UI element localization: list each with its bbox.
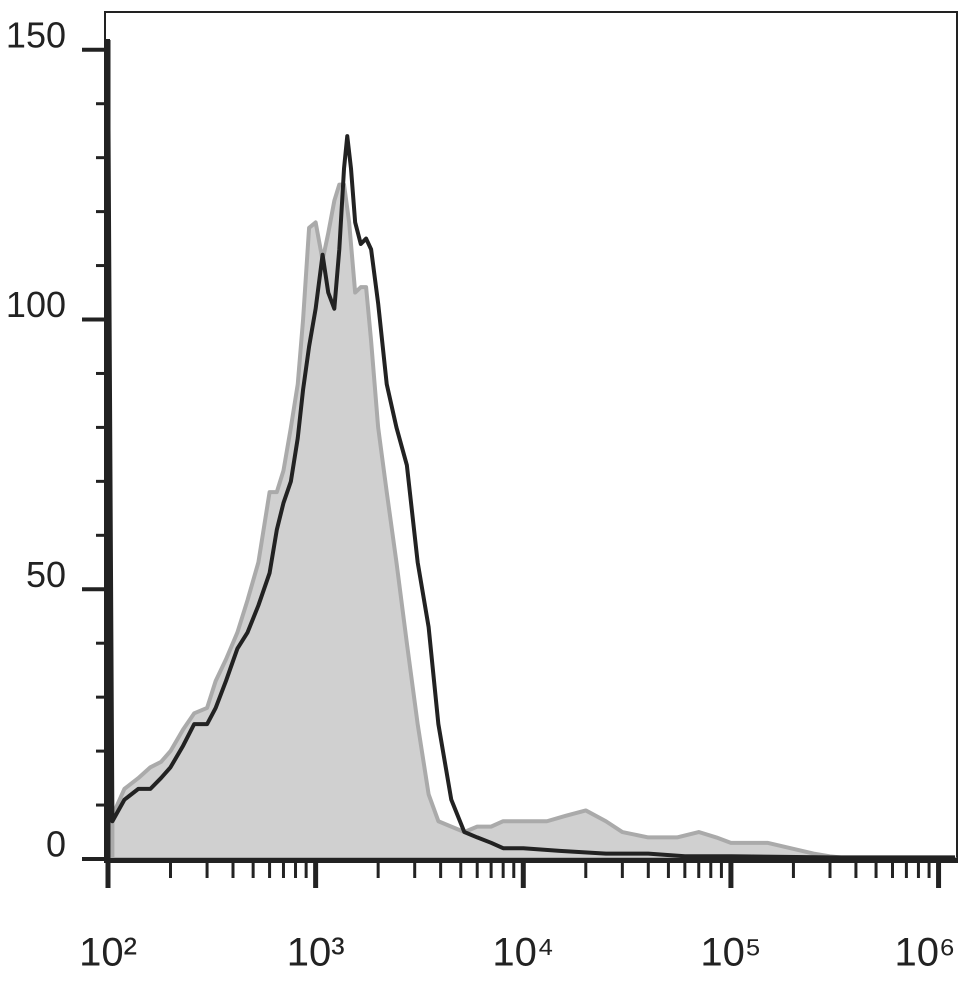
x-tick-label: 10⁵ [700,931,761,975]
histogram-line [106,38,955,860]
filled-histogram [110,182,957,861]
x-tick-label: 10⁶ [895,931,956,975]
y-tick-label: 0 [46,824,66,865]
x-tick-label: 10³ [287,931,345,975]
y-tick-label: 150 [6,14,66,55]
x-tick-label: 10⁴ [492,931,554,975]
y-tick-label: 50 [26,554,66,595]
x-tick-label: 10² [79,931,137,975]
y-tick-label: 100 [6,284,66,325]
